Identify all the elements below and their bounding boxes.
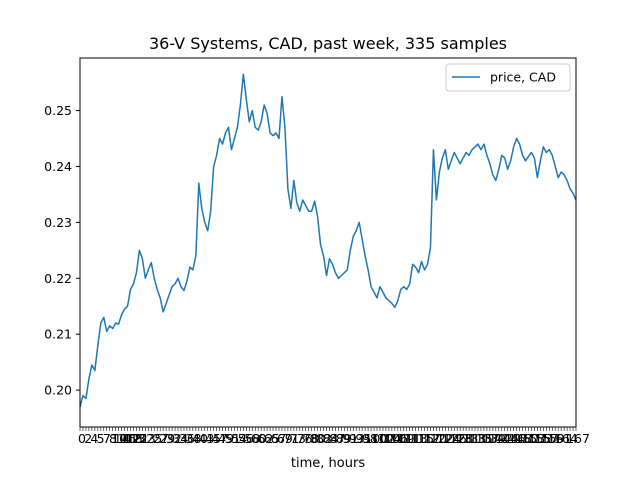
x-tick-label: 58 <box>244 431 260 446</box>
x-tick-label: 98 <box>362 431 378 446</box>
x-tick-label: 87 <box>329 431 345 446</box>
x-tick-label: 131 <box>456 431 480 446</box>
x-tick-label: 115 <box>410 431 434 446</box>
x-tick-label: 153 <box>521 431 545 446</box>
y-tick-label: 0.24 <box>44 159 72 174</box>
x-tick-label: 14 <box>114 431 130 446</box>
y-tick-label: 0.20 <box>44 383 72 398</box>
y-tick-label: 0.22 <box>44 271 72 286</box>
legend-box <box>445 63 571 92</box>
x-tick-label: 139 <box>482 431 506 446</box>
x-tick-label: 164 <box>554 431 578 446</box>
x-tick-label: 146 <box>502 431 526 446</box>
x-tick-label: 32 <box>166 431 182 446</box>
x-tick-label: 100 <box>364 431 388 446</box>
x-tick-label: 128 <box>449 431 473 446</box>
x-tick-label: 104 <box>378 431 402 446</box>
x-tick-label: 7 <box>103 431 111 446</box>
x-tick-label: 150 <box>515 431 539 446</box>
x-tick-label: 2 <box>84 431 92 446</box>
x-axis-label: time, hours <box>291 456 365 471</box>
x-tick-label: 93 <box>349 431 365 446</box>
x-tick-label: 137 <box>476 431 500 446</box>
x-tick-label: 49 <box>218 431 234 446</box>
x-tick-label: 117 <box>417 431 441 446</box>
x-tick-label: 36 <box>179 431 195 446</box>
x-tick-label: 122 <box>430 431 454 446</box>
x-tick-label: 34 <box>172 431 188 446</box>
x-tick-label: 67 <box>270 431 286 446</box>
x-tick-label: 16 <box>120 431 136 446</box>
x-tick-label: 25 <box>146 431 162 446</box>
x-tick-label: 0 <box>78 431 86 446</box>
x-tick-label: 102 <box>371 431 395 446</box>
x-tick-label: 113 <box>404 431 428 446</box>
x-tick-label: 106 <box>384 431 408 446</box>
x-tick-label: 95 <box>355 431 371 446</box>
x-tick-label: 13 <box>130 431 146 446</box>
x-tick-label: 18 <box>127 431 143 446</box>
x-tick-label: 71 <box>284 431 300 446</box>
x-tick-label: 23 <box>140 431 156 446</box>
x-tick-label: 159 <box>541 431 565 446</box>
x-tick-label: 76 <box>297 431 313 446</box>
legend-label: price, CAD <box>490 70 556 85</box>
y-tick-label: 0.21 <box>44 327 72 342</box>
x-tick-label: 21 <box>133 431 149 446</box>
x-tick-label: 133 <box>462 431 486 446</box>
x-tick-label: 73 <box>290 431 306 446</box>
x-tick-label: 10 <box>111 431 127 446</box>
series-layer <box>79 73 577 408</box>
x-tick-label: 155 <box>528 431 552 446</box>
x-tick-label: 11 <box>117 431 133 446</box>
x-tick-label: 157 <box>534 431 558 446</box>
x-tick-label: 12 <box>124 431 140 446</box>
x-tick-label: 29 <box>159 431 175 446</box>
x-tick-label: 4 <box>90 431 98 446</box>
x-tick-label: 27 <box>153 431 169 446</box>
x-tick-label: 82 <box>316 431 332 446</box>
plot-frame <box>79 57 577 428</box>
x-tick-label: 142 <box>489 431 513 446</box>
x-tick-label: 40 <box>192 431 208 446</box>
x-tick-label: 38 <box>186 431 202 446</box>
x-tick-label: 56 <box>238 431 254 446</box>
plot-area <box>80 58 576 427</box>
x-tick-label: 45 <box>205 431 221 446</box>
x-tick-label: 8 <box>109 431 117 446</box>
x-tick-label: 47 <box>212 431 228 446</box>
x-tick-label: 161 <box>547 431 571 446</box>
x-tick-label: 126 <box>443 431 467 446</box>
legend: price, CAD <box>445 63 571 92</box>
x-tick-label: 89 <box>336 431 352 446</box>
x-tick-label: 120 <box>423 431 447 446</box>
x-tick-label: 91 <box>342 431 358 446</box>
x-tick-label: 111 <box>397 431 421 446</box>
y-tick-label: 0.25 <box>44 103 72 118</box>
x-tick-label: 54 <box>231 431 247 446</box>
x-tick-label: 144 <box>495 431 519 446</box>
x-tick-label: 5 <box>97 431 105 446</box>
x-tick-label: 62 <box>257 431 273 446</box>
chart-title: 36-V Systems, CAD, past week, 335 sample… <box>149 34 507 53</box>
x-tick-label: 43 <box>199 431 215 446</box>
series-line-price <box>79 73 577 408</box>
y-tick-label: 0.23 <box>44 215 72 230</box>
x-tick-label: 135 <box>469 431 493 446</box>
x-tick-label: 124 <box>436 431 460 446</box>
x-tick-label: 167 <box>566 431 590 446</box>
x-tick-label: 65 <box>264 431 280 446</box>
x-tick-label: 78 <box>303 431 319 446</box>
x-tick-label: 148 <box>508 431 532 446</box>
x-tick-label: 51 <box>225 431 241 446</box>
x-tick-label: 69 <box>277 431 293 446</box>
y-axis: 0.20 0.21 0.22 0.23 0.24 0.25 <box>44 103 80 398</box>
x-tick-label: 80 <box>310 431 326 446</box>
x-tick-label: 84 <box>323 431 339 446</box>
x-tick-label: 60 <box>251 431 267 446</box>
x-tick-label: 109 <box>391 431 415 446</box>
